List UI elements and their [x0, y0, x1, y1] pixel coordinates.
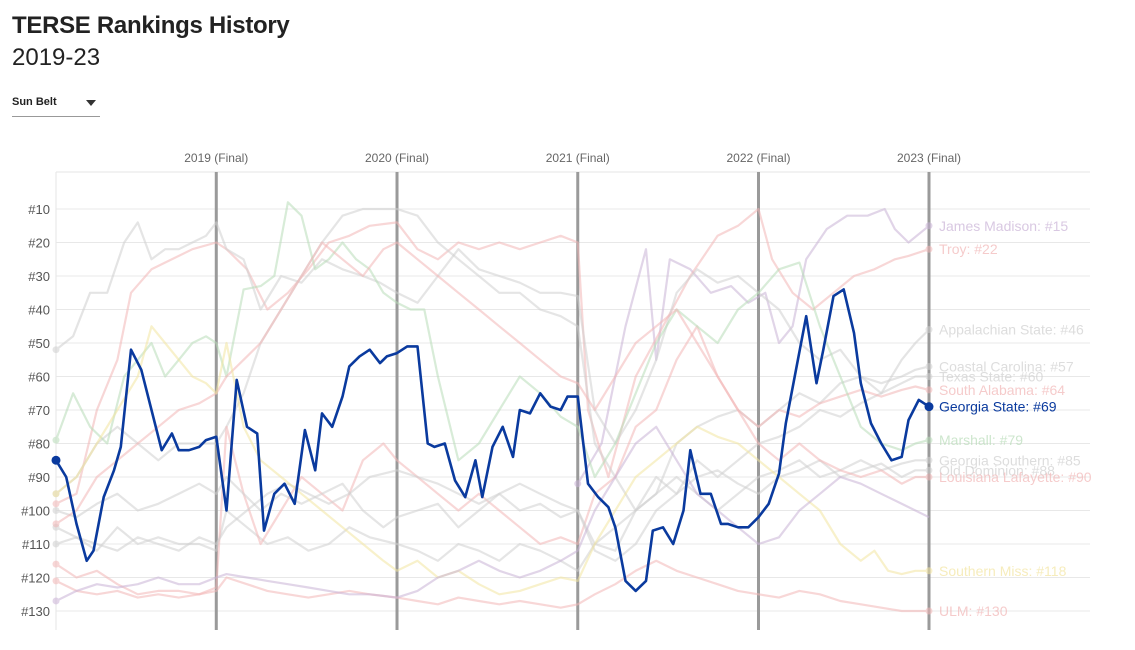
- highlight-end-label: Georgia State: #69: [939, 399, 1057, 415]
- chart-title: TERSE Rankings History: [12, 12, 290, 39]
- highlight-start-point: [51, 455, 61, 465]
- y-tick-label: #100: [21, 504, 50, 519]
- series-start-point: [52, 500, 60, 508]
- series-end-point: [925, 466, 933, 474]
- highlight-end-point: [924, 402, 934, 412]
- series-start-point: [52, 490, 60, 498]
- series-end-point: [925, 473, 933, 481]
- season-marker-label: 2023 (Final): [897, 151, 961, 165]
- season-marker-label: 2022 (Final): [726, 151, 790, 165]
- series-end-point: [925, 567, 933, 575]
- season-marker-label: 2021 (Final): [546, 151, 610, 165]
- series-end-label: Old Dominion: #88: [939, 462, 1055, 478]
- series-georgia-southern[interactable]: [52, 456, 933, 546]
- y-tick-label: #120: [21, 571, 50, 586]
- series-start-point: [52, 577, 60, 585]
- y-tick-label: #70: [28, 403, 50, 418]
- y-tick-label: #50: [28, 336, 50, 351]
- y-tick-label: #10: [28, 202, 50, 217]
- series-southern-miss[interactable]: [52, 325, 933, 596]
- series-end-point: [925, 436, 933, 444]
- highlight-series[interactable]: [51, 288, 934, 593]
- series-ulm[interactable]: [52, 559, 933, 615]
- series-louisiana-lafayette[interactable]: [52, 241, 933, 528]
- y-tick-label: #30: [28, 269, 50, 284]
- series-start-point: [52, 436, 60, 444]
- series-start-point: [52, 560, 60, 568]
- series-marshall[interactable]: [52, 201, 933, 479]
- series-end-label: Appalachian State: #46: [939, 322, 1084, 338]
- series-end-point: [925, 607, 933, 615]
- series-appalachian-state[interactable]: [52, 221, 933, 445]
- series-end-label: Coastal Carolina: #57: [939, 358, 1074, 374]
- series-start-point: [52, 540, 60, 548]
- series-end-label: South Alabama: #64: [939, 382, 1065, 398]
- y-tick-label: #40: [28, 303, 50, 318]
- series-line: [576, 207, 930, 485]
- series-end-label: Texas State: #60: [939, 369, 1044, 385]
- series-end-point: [925, 245, 933, 253]
- series-start-point: [52, 597, 60, 605]
- season-markers: 2019 (Final) 2020 (Final) 2021 (Final) 2022…: [184, 151, 961, 630]
- conference-select[interactable]: Sun Belt: [12, 92, 100, 117]
- series-line: [55, 221, 930, 445]
- series-end-point: [925, 326, 933, 334]
- y-tick-label: #90: [28, 470, 50, 485]
- end-labels: James Madison: #15 Troy: #22 Appalachian S…: [939, 218, 1092, 619]
- series-end-label: Louisiana Lafayette: #90: [939, 469, 1092, 485]
- series-line: [55, 325, 929, 596]
- y-tick-label: #20: [28, 236, 50, 251]
- series-line: [54, 201, 930, 479]
- series-end-point: [925, 373, 933, 380]
- series-start-point: [52, 507, 60, 514]
- series-line: [55, 241, 929, 525]
- season-marker-label: 2020 (Final): [365, 151, 429, 165]
- chevron-down-icon: [86, 100, 96, 106]
- background-series: [52, 201, 933, 615]
- y-tick-label: #60: [28, 370, 50, 385]
- series-end-label: Troy: #22: [939, 241, 998, 257]
- series-line: [55, 459, 929, 562]
- series-end-label: Georgia Southern: #85: [939, 452, 1081, 468]
- series-end-point: [925, 222, 933, 230]
- series-end-point: [925, 386, 933, 394]
- series-line: [55, 459, 929, 546]
- y-tick-label: #80: [28, 437, 50, 452]
- series-james-madison[interactable]: [574, 207, 933, 488]
- series-start-point: [52, 520, 60, 528]
- series-end-point: [925, 362, 933, 370]
- series-texas-state[interactable]: [52, 373, 933, 572]
- y-tick-label: #130: [21, 604, 50, 619]
- series-line: [55, 207, 930, 505]
- conference-select-value: Sun Belt: [12, 96, 57, 108]
- series-end-label: Marshall: #79: [939, 432, 1023, 448]
- series-end-point: [925, 456, 933, 464]
- series-start-point: [52, 346, 60, 354]
- series-troy[interactable]: [52, 207, 933, 508]
- season-marker-label: 2019 (Final): [184, 151, 248, 165]
- series-end-label: ULM: #130: [939, 603, 1008, 619]
- series-line: [55, 425, 930, 602]
- chart-subtitle: 2019-23: [12, 44, 101, 71]
- series-line: [55, 559, 929, 613]
- highlight-line: [54, 288, 930, 593]
- series-start-point: [574, 480, 582, 488]
- series-arkansas-state[interactable]: [52, 425, 930, 605]
- series-line: [55, 375, 929, 572]
- series-end-label: James Madison: #15: [939, 218, 1068, 234]
- series-end-label: Southern Miss: #118: [939, 563, 1067, 579]
- y-tick-label: #110: [22, 537, 50, 552]
